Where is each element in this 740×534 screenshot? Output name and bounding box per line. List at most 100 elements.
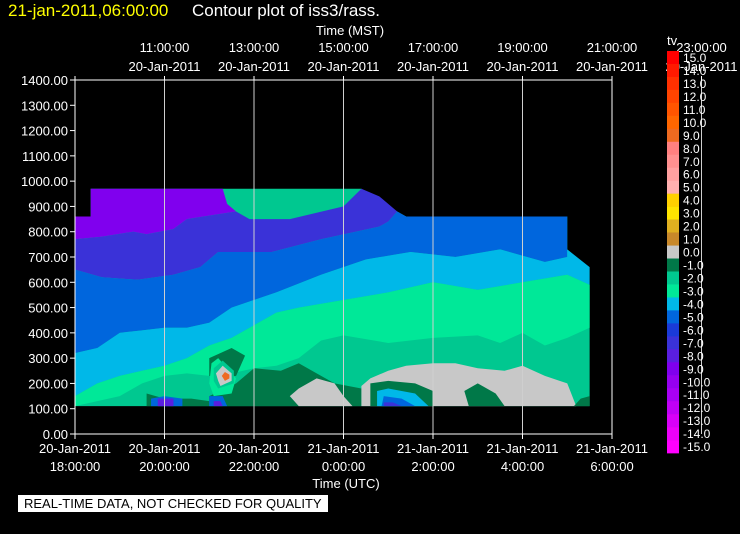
bottom-tick-time: 6:00:00 [590,459,633,474]
legend-label: 6.0 [683,168,700,182]
contour-blob [573,396,590,407]
contour-blob [221,372,230,381]
legend-swatch [667,375,679,389]
legend-label: 11.0 [683,103,706,117]
legend-swatch [667,349,679,363]
y-tick-label: 1300.00 [21,98,68,113]
legend-swatch [667,310,679,324]
color-legend: tv 15.014.013.012.011.010.09.08.07.06.05.… [667,33,711,454]
y-tick-label: 700.00 [28,250,68,265]
legend-label: -1.0 [683,259,704,273]
legend-swatch [667,193,679,207]
bottom-tick-time: 0:00:00 [322,459,365,474]
legend-label: 8.0 [683,142,700,156]
legend-swatch [667,258,679,272]
top-tick-time: 23:00:00 [676,40,727,55]
legend-swatch [667,76,679,91]
y-tick-label: 1000.00 [21,174,68,189]
contour-blob [213,401,223,407]
axes: 0.00 100.00 200.00 300.00 400.00 500.00 600.00… [21,23,738,491]
legend-swatch [667,297,679,311]
legend-label: 15.0 [683,51,707,65]
y-tick-label: 800.00 [28,225,68,240]
top-tick-time: 19:00:00 [497,40,548,55]
legend-swatch [667,323,679,337]
bottom-tick-time: 22:00:00 [229,459,280,474]
top-tick-date: 20-Jan-2011 [665,59,737,74]
y-tick-label: 300.00 [28,351,68,366]
legend-swatch [667,115,679,130]
top-tick-date: 20-Jan-2011 [397,59,469,74]
legend-label: 4.0 [683,194,700,208]
legend-swatch [667,232,679,246]
legend-swatch [667,245,679,259]
legend-swatch [667,128,679,143]
contour-blob [289,378,353,407]
contour-band [75,211,568,354]
top-tick-date: 20-Jan-2011 [576,59,648,74]
y-tick-label: 1200.00 [21,124,68,139]
legend-swatch [667,180,679,194]
legend-swatch [667,427,679,441]
bottom-tick-date: 20-Jan-2011 [128,441,200,456]
legend-swatch [667,51,679,65]
legend-label: 5.0 [683,181,700,195]
legend-swatch [667,63,679,78]
legend-label: -9.0 [683,362,704,376]
bottom-tick-time: 4:00:00 [501,459,544,474]
top-tick-date: 20-Jan-2011 [218,59,290,74]
legend-label: 3.0 [683,207,700,221]
legend-swatch [667,206,679,220]
top-axis-label: Time (MST) [316,23,384,38]
y-tick-label: 1400.00 [21,73,68,88]
legend-swatch [667,284,679,298]
legend-swatch [667,102,679,117]
legend-label: -12.0 [683,401,711,415]
bottom-tick-date: 21-Jan-2011 [486,441,558,456]
legend-label: -7.0 [683,336,704,350]
legend-label: -4.0 [683,297,704,311]
top-tick-date: 20-Jan-2011 [128,59,200,74]
legend-label: 0.0 [683,246,700,260]
contour-fills [75,188,590,407]
bottom-tick-time: 2:00:00 [411,459,454,474]
legend-label: -2.0 [683,271,704,285]
y-tick-label: 900.00 [28,199,68,214]
legend-swatch [667,440,679,454]
legend-label: -3.0 [683,284,704,298]
legend-label: 7.0 [683,155,700,169]
chart-title: Contour plot of iss3/rass. [192,1,381,20]
timestamp: 21-jan-2011,06:00:00 [8,1,169,20]
bottom-tick-date: 21-Jan-2011 [397,441,469,456]
top-tick-date: 20-Jan-2011 [307,59,379,74]
legend-label: -14.0 [683,427,711,441]
legend-label: 13.0 [683,77,707,91]
bottom-tick-date: 20-Jan-2011 [39,441,111,456]
legend-label: 12.0 [683,90,707,104]
legend-label: -13.0 [683,414,711,428]
top-tick-time: 13:00:00 [229,40,280,55]
contour-band [75,188,398,280]
top-tick-time: 11:00:00 [140,40,190,55]
legend-swatch [667,362,679,376]
legend-swatch [667,388,679,402]
legend-swatch [667,89,679,104]
top-tick-date: 20-Jan-2011 [486,59,558,74]
legend-swatch [667,271,679,285]
legend-label: 1.0 [683,233,700,247]
legend-swatch [667,141,679,156]
y-tick-label: 500.00 [28,301,68,316]
y-tick-label: 1100.00 [22,149,68,164]
contour-band [75,188,237,240]
y-tick-label: 200.00 [28,376,68,391]
top-tick-time: 15:00:00 [318,40,369,55]
legend-label: -6.0 [683,323,704,337]
bottom-tick-time: 18:00:00 [50,459,101,474]
bottom-tick-date: 21-Jan-2011 [307,441,379,456]
contour-blob [383,402,402,407]
quality-notice: REAL-TIME DATA, NOT CHECKED FOR QUALITY [18,495,328,512]
legend-label: -5.0 [683,310,704,324]
legend-swatch [667,167,679,181]
contour-band [75,274,590,407]
